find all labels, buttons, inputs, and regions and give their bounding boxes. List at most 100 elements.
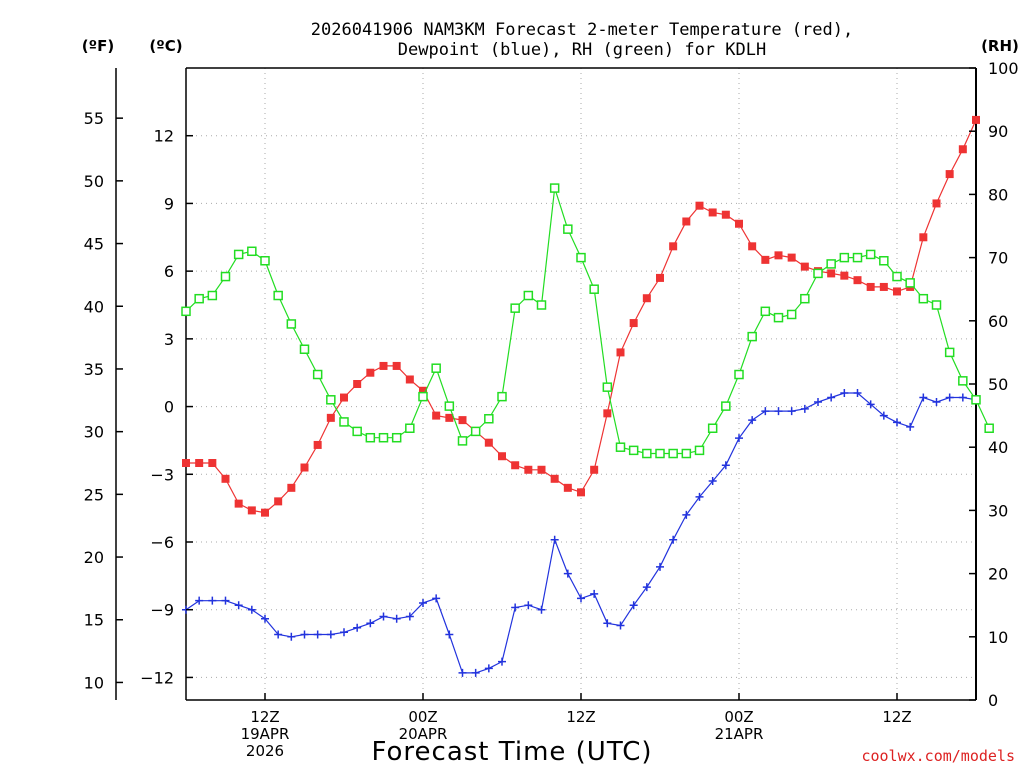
x-tick-label: 12Z (250, 708, 279, 726)
rh-tick-label: 20 (988, 565, 1008, 584)
2-meter-temperature-point (537, 465, 546, 474)
dewpoint-point (300, 630, 309, 639)
rh-point (247, 246, 257, 257)
celsius-tick-label: −9 (150, 601, 174, 620)
2-meter-temperature-point (392, 361, 401, 370)
x-axis-label: Forecast Time (UTC) (371, 737, 652, 767)
rh-point (418, 391, 428, 402)
celsius-tick-label: −3 (150, 465, 174, 484)
dewpoint-point (879, 411, 888, 420)
rh-tick-label: 30 (988, 501, 1008, 520)
2-meter-temperature-point (603, 409, 612, 418)
rh-point (365, 432, 376, 443)
dewpoint-point (247, 605, 256, 614)
2-meter-temperature-point (524, 465, 533, 474)
2-meter-temperature-point (721, 210, 730, 219)
rh-point (444, 401, 455, 411)
dewpoint-point (603, 619, 612, 628)
rh-point (681, 448, 692, 459)
chart-title-line-1: 2026041906 NAM3KM Forecast 2-meter Tempe… (311, 20, 853, 40)
rh-point (760, 306, 771, 317)
dewpoint-point (484, 664, 493, 673)
2-meter-temperature-point (748, 242, 757, 251)
rh-point (563, 224, 573, 234)
rh-point (852, 252, 863, 263)
dewpoint-point (893, 418, 901, 427)
2-meter-temperature-point (353, 380, 362, 388)
x-tick-label: 20APR (399, 725, 448, 743)
2-meter-temperature-point (853, 276, 862, 285)
rh-unit-label: (RH) (981, 37, 1019, 55)
rh-point (510, 303, 520, 313)
2-meter-temperature-point (498, 452, 506, 461)
celsius-tick-label: −12 (140, 668, 174, 687)
rh-point (470, 426, 481, 437)
dewpoint-point (958, 393, 967, 402)
dewpoint-point (695, 492, 704, 501)
dewpoint-point (682, 510, 691, 519)
2-meter-temperature-point (458, 416, 467, 425)
dewpoint-point (669, 535, 678, 544)
2-meter-temperature-point (195, 459, 204, 467)
dewpoint-point (471, 668, 480, 677)
2-meter-temperature-point (656, 273, 664, 282)
rh-tick-label: 90 (988, 122, 1008, 141)
rh-point (615, 442, 626, 452)
dewpoint-point (774, 407, 783, 416)
2-meter-temperature-point (313, 440, 322, 449)
rh-point (918, 293, 929, 304)
dewpoint-point (656, 562, 664, 571)
dewpoint-point (261, 614, 269, 623)
dewpoint-point (708, 477, 717, 486)
grid-lines (186, 68, 976, 700)
rh-tick-label: 10 (988, 628, 1008, 647)
rh-point (642, 448, 652, 459)
celsius-tick-label: 9 (164, 194, 174, 213)
2-meter-temperature-point (919, 233, 928, 242)
2-meter-temperature-point (866, 282, 875, 291)
rh-point (826, 259, 836, 269)
rh-point (352, 426, 362, 437)
2-meter-temperature-point (419, 386, 427, 395)
dewpoint-point (800, 404, 809, 413)
dewpoint-point (550, 535, 559, 544)
dewpoint-point (919, 393, 928, 402)
dewpoint-point (392, 614, 401, 623)
rh-point (273, 290, 283, 301)
rh-point (773, 312, 784, 323)
2-meter-temperature-point (695, 201, 704, 210)
celsius-tick-label: 3 (164, 330, 174, 349)
rh-point (457, 436, 468, 446)
x-tick-label: 21APR (715, 725, 764, 743)
rh-line (185, 187, 990, 455)
rh-point (286, 319, 297, 329)
dewpoint-point (366, 619, 375, 628)
rh-tick-label: 0 (988, 691, 998, 710)
rh-tick-label: 40 (988, 438, 1008, 457)
dewpoint-point (353, 623, 362, 632)
celsius-unit-label: (ºC) (149, 37, 182, 55)
fahrenheit-tick-label: 35 (84, 360, 104, 379)
rh-point (721, 401, 731, 411)
2-meter-temperature-point (945, 170, 954, 179)
2-meter-temperature-point (208, 459, 217, 467)
x-tick-label: 00Z (724, 708, 753, 726)
2-meter-temperature-point (563, 483, 572, 492)
rh-point (497, 391, 507, 402)
2-meter-temperature-point (182, 459, 190, 467)
rh-point (312, 369, 323, 380)
2-meter-temperature-point (432, 411, 441, 420)
rh-point (668, 448, 678, 459)
2-meter-temperature-point (972, 115, 980, 124)
dewpoint-point (432, 594, 441, 603)
dewpoint-point (524, 601, 533, 610)
2-meter-temperature-point (774, 251, 783, 260)
2-meter-temperature-point (590, 465, 599, 474)
2-meter-temperature-point (405, 375, 414, 384)
rh-tick-label: 100 (988, 59, 1019, 78)
dewpoint-point (866, 400, 875, 409)
2-meter-temperature-point (247, 506, 256, 515)
rh-point (220, 271, 231, 282)
rh-point (655, 448, 665, 459)
dewpoint-point (340, 628, 348, 637)
